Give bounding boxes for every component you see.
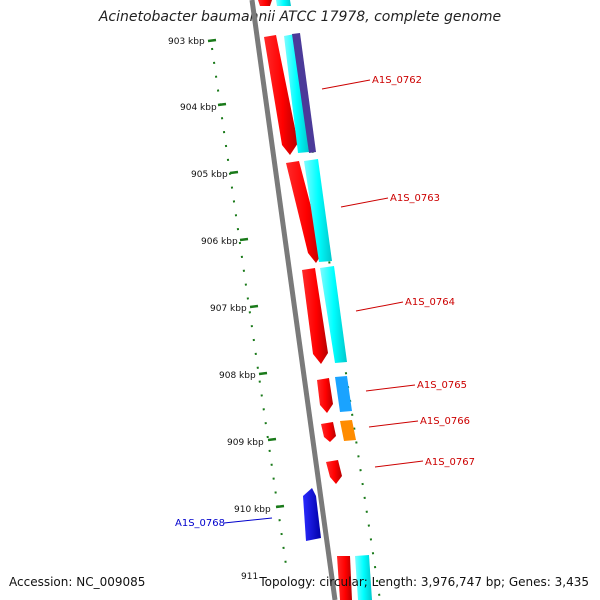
gene-label[interactable]: A1S_0768	[175, 518, 225, 529]
cds-feature[interactable]	[355, 555, 372, 600]
map-title: Acinetobacter baumannii ATCC 17978, comp…	[98, 9, 502, 25]
accession-text: Accession: NC_009085	[9, 575, 146, 589]
tick-label: 904 kbp	[180, 103, 217, 113]
tick-label: 910 kbp	[234, 505, 271, 515]
tick-labels: 903 kbp 904 kbp 905 kbp 906 kbp 907 kbp …	[168, 37, 271, 582]
tick-label: 908 kbp	[219, 371, 256, 381]
cds-feature[interactable]	[258, 0, 272, 6]
cds-feature[interactable]	[320, 266, 347, 363]
cyan-features	[284, 34, 372, 600]
cds-feature[interactable]	[284, 34, 309, 153]
cds-feature[interactable]	[321, 422, 336, 442]
forward-strand-features	[264, 35, 352, 600]
cds-feature[interactable]	[340, 420, 356, 441]
tick-label: 906 kbp	[201, 237, 238, 247]
cds-feature[interactable]	[302, 268, 328, 364]
gene-label[interactable]: A1S_0764	[405, 297, 455, 308]
gene-labels: A1S_0762 A1S_0763 A1S_0764 A1S_0765 A1S_…	[175, 75, 475, 529]
tick-label: 909 kbp	[227, 438, 264, 448]
gene-label[interactable]: A1S_0767	[425, 457, 475, 468]
cds-feature[interactable]	[303, 488, 321, 541]
tick-label: 903 kbp	[168, 37, 205, 47]
gene-label[interactable]: A1S_0765	[417, 380, 467, 391]
cds-feature[interactable]	[292, 33, 316, 153]
gene-label[interactable]: A1S_0763	[390, 193, 440, 204]
tick-label: 905 kbp	[191, 170, 228, 180]
tick-label: 907 kbp	[210, 304, 247, 314]
tick-label: 911	[241, 572, 258, 582]
summary-text: Topology: circular; Length: 3,976,747 bp…	[259, 575, 589, 589]
scale-ring	[211, 47, 287, 566]
cds-feature[interactable]	[317, 378, 333, 413]
gene-label[interactable]: A1S_0766	[420, 416, 470, 427]
gene-label[interactable]: A1S_0762	[372, 75, 422, 86]
cds-feature[interactable]	[337, 556, 352, 600]
cds-feature[interactable]	[335, 376, 352, 412]
genome-backbone	[249, 0, 338, 600]
cds-feature[interactable]	[286, 161, 323, 263]
leader-lines	[223, 79, 424, 524]
cds-feature[interactable]	[326, 460, 342, 484]
cds-feature[interactable]	[276, 0, 291, 6]
tick-marks	[207, 38, 285, 509]
cds-feature[interactable]	[304, 159, 332, 262]
cds-feature[interactable]	[264, 35, 298, 155]
